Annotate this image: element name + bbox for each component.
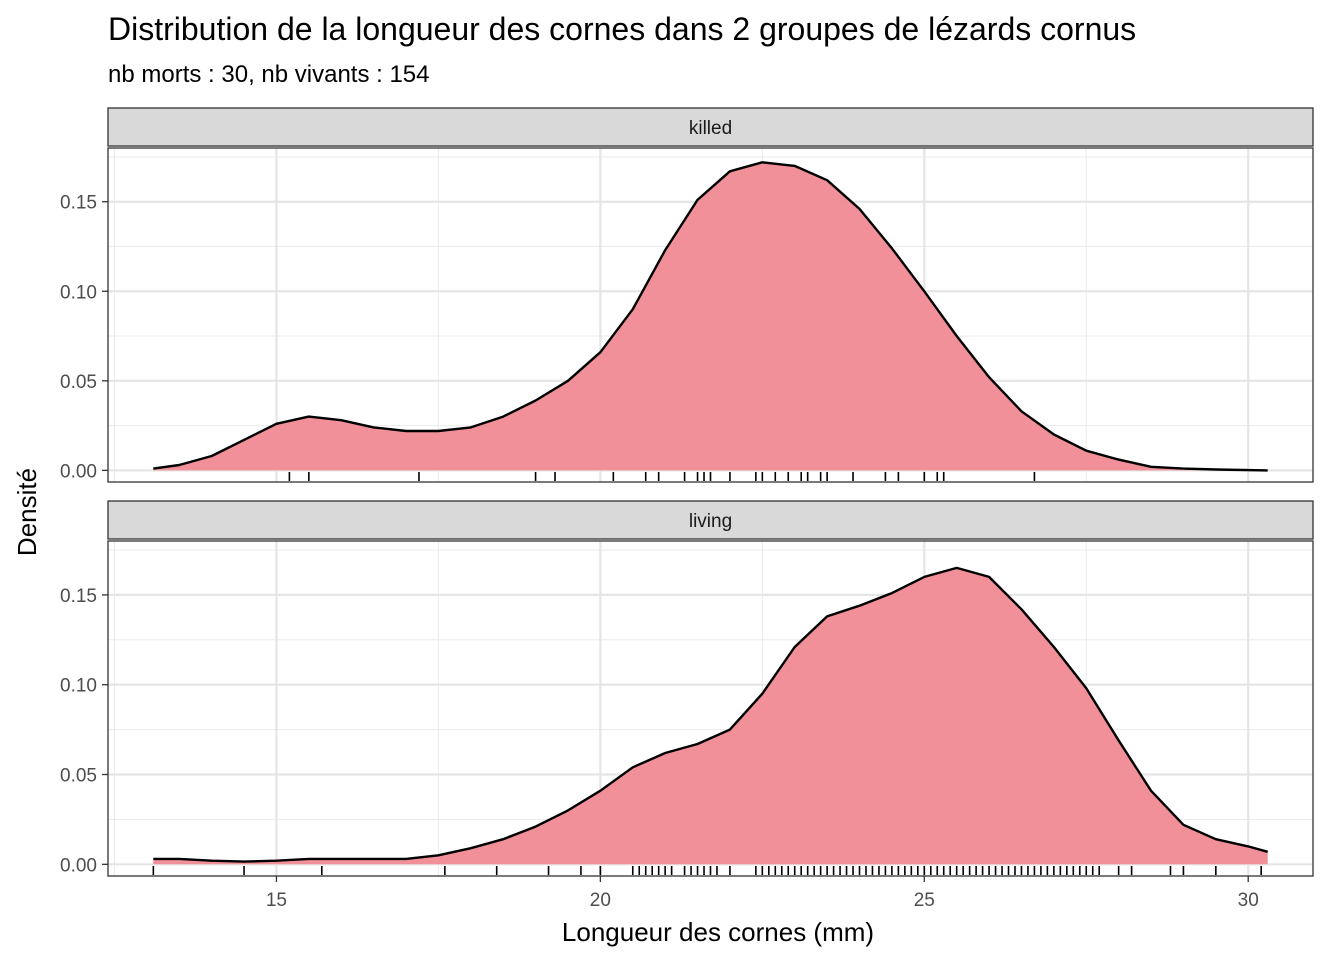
x-tick-label: 30	[1238, 890, 1259, 911]
panel-border	[107, 540, 1314, 877]
facet-panel-living: living 0.00 0.05 0.10 0.15	[60, 500, 1314, 877]
facet-strip-label: killed	[689, 118, 732, 139]
facet-strip	[107, 500, 1314, 540]
y-axis-title: Densité	[12, 468, 42, 556]
facet-strip-label: living	[689, 511, 732, 532]
y-tick-label: 0.00	[60, 461, 97, 482]
y-tick-label: 0.05	[60, 372, 97, 393]
y-tick-label: 0.10	[60, 676, 97, 697]
facet-panels: killed 0.00 0.05 0.10 0.15 living 0.00 0.05 0.10…	[60, 107, 1314, 877]
facet-panel-killed: killed 0.00 0.05 0.10 0.15	[60, 107, 1314, 483]
density-area	[153, 567, 1268, 865]
x-axis: 15 20 25 30	[266, 876, 1259, 911]
y-tick-label: 0.15	[60, 193, 97, 214]
y-tick-label: 0.00	[60, 855, 97, 876]
chart-subtitle: nb morts : 30, nb vivants : 154	[108, 61, 430, 88]
x-tick-label: 20	[590, 890, 611, 911]
x-tick-label: 15	[266, 890, 287, 911]
density-line	[153, 566, 1269, 863]
x-tick-label: 25	[914, 890, 935, 911]
density-line	[153, 161, 1268, 472]
chart-title: Distribution de la longueur des cornes d…	[108, 11, 1136, 47]
panel-border	[107, 147, 1314, 483]
y-tick-label: 0.15	[60, 586, 97, 607]
density-area	[153, 162, 1268, 471]
x-axis-title: Longueur des cornes (mm)	[562, 917, 874, 947]
facet-strip	[107, 107, 1314, 147]
y-tick-label: 0.10	[60, 282, 97, 303]
y-tick-label: 0.05	[60, 766, 97, 787]
